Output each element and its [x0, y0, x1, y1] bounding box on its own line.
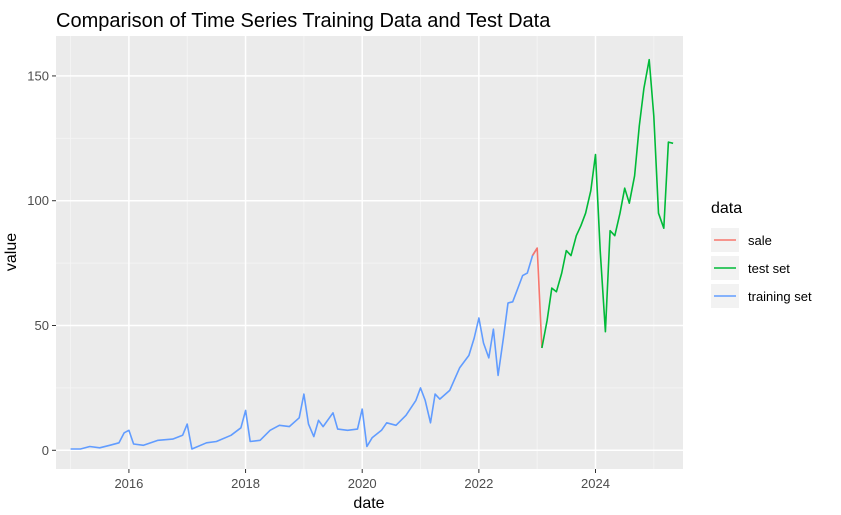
major-gridlines — [56, 36, 683, 469]
chart-title: Comparison of Time Series Training Data … — [56, 10, 551, 32]
series-line-training-set — [70, 247, 538, 450]
x-tick-label: 2020 — [348, 476, 377, 491]
legend: data sale test set training set — [711, 200, 812, 308]
x-tick-label: 2018 — [231, 476, 260, 491]
legend-title: data — [711, 200, 742, 217]
y-tick-label: 100 — [27, 193, 49, 208]
series-line-sale — [531, 247, 543, 349]
x-axis-title: date — [353, 495, 384, 512]
x-tick-label: 2022 — [464, 476, 493, 491]
y-tick-label: 50 — [35, 318, 49, 333]
legend-label: test set — [748, 261, 790, 276]
plot-panel — [56, 36, 683, 469]
legend-label: training set — [748, 289, 812, 304]
x-tick-label: 2024 — [581, 476, 610, 491]
x-tick-label: 2016 — [114, 476, 143, 491]
y-tick-label: 150 — [27, 68, 49, 83]
y-axis-title: value — [3, 233, 20, 271]
series-line-test-set — [541, 58, 674, 349]
x-axis: 2016 2018 2020 2022 2024 — [114, 469, 610, 491]
series-lines — [70, 58, 674, 450]
y-axis: 0 50 100 150 — [27, 68, 56, 458]
y-tick-label: 0 — [42, 443, 49, 458]
legend-label: sale — [748, 233, 772, 248]
